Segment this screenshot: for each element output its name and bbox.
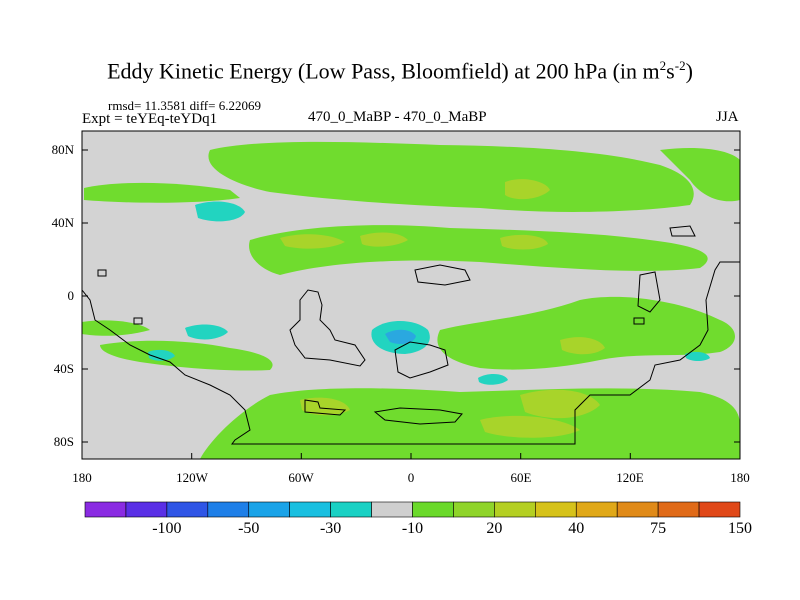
- map-title: Eddy Kinetic Energy (Low Pass, Bloomfiel…: [107, 58, 693, 84]
- lon-tick-label: 60E: [510, 470, 532, 485]
- colorbar-label: 150: [728, 520, 752, 537]
- green-region: [208, 141, 694, 212]
- cyan-region: [195, 201, 245, 222]
- yellow-green-region: [280, 234, 345, 249]
- lon-tick-label: 120E: [616, 470, 644, 485]
- coastline-outlines: [82, 225, 740, 445]
- axis-ticks: [82, 149, 740, 459]
- yellow-green-region: [560, 337, 605, 355]
- lat-tick-label: 80S: [53, 434, 74, 449]
- cyan-region: [185, 324, 228, 340]
- green-region: [100, 340, 273, 371]
- yellow-green-region: [520, 389, 600, 419]
- colorbar-label: 20: [486, 520, 503, 537]
- colorbar-label: -30: [319, 520, 342, 537]
- lon-tick-label: 180: [730, 470, 750, 485]
- colorbar-swatch: [125, 501, 168, 518]
- colorbar-swatch: [453, 501, 495, 518]
- colorbar-swatch: [657, 501, 700, 518]
- comparison-label: 470_0_MaBP - 470_0_MaBP: [308, 109, 487, 125]
- yellow-green-region: [505, 179, 550, 200]
- green-region: [437, 296, 735, 370]
- green-region: [200, 388, 740, 459]
- cyan-region: [478, 374, 508, 385]
- green-region: [82, 320, 150, 336]
- colorbar-label: -10: [401, 520, 424, 537]
- yellow-green-region: [480, 415, 580, 438]
- colorbar: [84, 501, 741, 518]
- yellow-green-region: [300, 397, 350, 416]
- colorbar-swatch: [166, 501, 209, 518]
- colorbar-swatch: [535, 501, 577, 518]
- yellow-green-region: [360, 232, 408, 247]
- stats-label: rmsd= 11.3581 diff= 6.22069: [108, 98, 261, 113]
- colorbar-swatch: [494, 501, 536, 518]
- colorbar-label: -50: [238, 520, 260, 537]
- colorbar-swatch: [412, 501, 454, 518]
- lat-tick-label: 40N: [51, 215, 74, 230]
- colorbar-label: 40: [568, 520, 585, 537]
- season-label: JJA: [716, 109, 739, 125]
- lat-tick-label: 0: [67, 288, 75, 303]
- lon-tick-label: 180: [72, 470, 92, 485]
- cyan-region: [685, 351, 710, 361]
- cyan-region: [148, 349, 175, 361]
- lon-tick-label: 0: [407, 470, 415, 485]
- colorbar-swatch: [289, 501, 331, 518]
- lat-tick-label: 80N: [51, 142, 74, 157]
- experiment-label: Expt = teYEq-teYDq1: [82, 111, 218, 127]
- colorbar-label: 75: [650, 520, 667, 537]
- colorbar-swatch: [616, 501, 659, 518]
- colorbar-swatch: [248, 501, 290, 518]
- green-region: [660, 148, 740, 202]
- yellow-green-region: [500, 234, 548, 250]
- green-region: [84, 182, 240, 203]
- map-field: [82, 131, 740, 459]
- colorbar-swatch: [330, 501, 372, 518]
- lon-tick-label: 60W: [288, 470, 314, 485]
- colorbar-swatch: [698, 501, 741, 518]
- lon-tick-label: 120W: [176, 470, 208, 485]
- lat-tick-label: 40S: [53, 361, 74, 376]
- colorbar-swatch: [575, 501, 618, 518]
- colorbar-swatch: [84, 501, 127, 518]
- colorbar-swatch: [207, 501, 250, 518]
- colorbar-swatch: [371, 501, 413, 518]
- colorbar-label: -100: [152, 520, 182, 537]
- blue-region: [385, 329, 416, 344]
